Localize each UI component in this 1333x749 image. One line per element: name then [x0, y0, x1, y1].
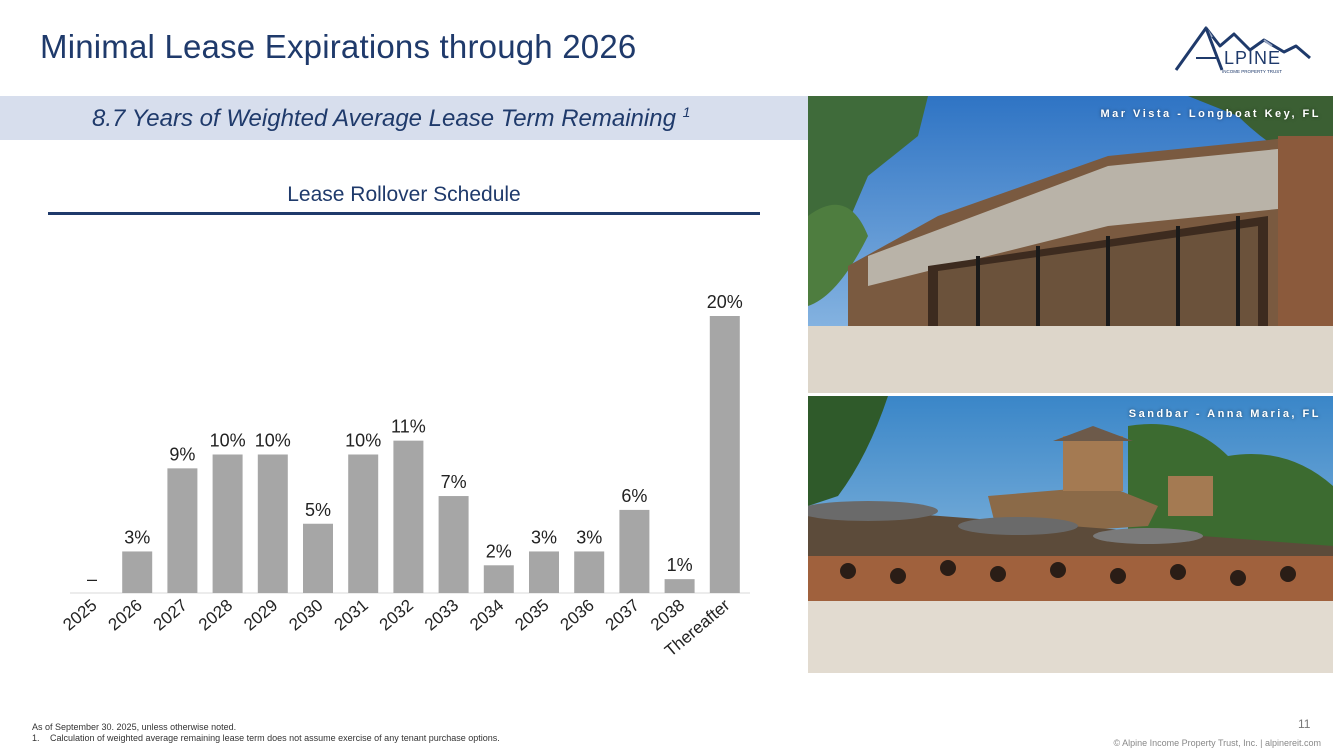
footnote-as-of: As of September 30. 2025, unless otherwi…	[32, 722, 237, 732]
bar-thereafter	[709, 316, 740, 593]
bar-2026	[122, 551, 153, 593]
bar-2036	[574, 551, 605, 593]
photo-caption-bottom: Sandbar - Anna Maria, FL	[1128, 408, 1321, 420]
page-number: 11	[1298, 717, 1311, 731]
data-label-2034: 2%	[486, 541, 512, 561]
data-label-2032: 11%	[391, 417, 426, 437]
tick-label-2034: 2034	[466, 596, 507, 635]
copyright: © Alpine Income Property Trust, Inc. | a…	[1113, 738, 1321, 748]
tick-label-2035: 2035	[511, 596, 552, 635]
footnote-1-text: Calculation of weighted average remainin…	[50, 733, 500, 743]
data-label-2031: 10%	[345, 431, 381, 451]
bar-2032	[393, 440, 424, 593]
data-label-2030: 5%	[305, 500, 331, 520]
bar-2027	[167, 468, 198, 593]
footnote-1: 1. Calculation of weighted average remain…	[32, 733, 500, 743]
tick-label-2036: 2036	[557, 596, 598, 635]
logo-wordmark: LPINE	[1224, 48, 1281, 68]
bar-2037	[619, 509, 650, 593]
bar-2035	[529, 551, 559, 593]
bar-2031	[348, 454, 379, 593]
bar-2030	[303, 523, 333, 593]
logo-tagline: INCOME PROPERTY TRUST	[1222, 69, 1282, 74]
alpine-logo: LPINE INCOME PROPERTY TRUST	[1174, 26, 1311, 74]
footnote-1-number: 1.	[32, 733, 40, 743]
data-label-2033: 7%	[441, 472, 467, 492]
footnote-mark: 1	[682, 104, 691, 120]
chart-title: Lease Rollover Schedule	[287, 183, 521, 206]
data-label-2037: 6%	[621, 486, 647, 506]
page-title: Minimal Lease Expirations through 2026	[40, 28, 637, 65]
restaurant-photo-icon	[808, 96, 1333, 393]
photo-mar-vista: Mar Vista - Longboat Key, FL	[808, 96, 1333, 393]
data-label-2027: 9%	[169, 444, 195, 464]
photo-caption-top: Mar Vista - Longboat Key, FL	[1100, 108, 1321, 120]
data-label-2038: 1%	[667, 555, 693, 575]
data-label-2026: 3%	[124, 527, 150, 547]
subtitle-band	[0, 96, 808, 140]
tick-label-2030: 2030	[285, 596, 326, 635]
tick-label-2025: 2025	[59, 596, 100, 635]
data-label-2036: 3%	[576, 527, 602, 547]
data-label-2029: 10%	[255, 431, 291, 451]
subtitle-text: 8.7 Years of Weighted Average Lease Term…	[92, 105, 676, 132]
bar-2038	[664, 579, 695, 593]
tick-label-2027: 2027	[150, 596, 191, 635]
photo-sandbar: Sandbar - Anna Maria, FL	[808, 396, 1333, 673]
data-label-2035: 3%	[531, 527, 557, 547]
tick-label-2028: 2028	[195, 596, 236, 635]
data-label-2028: 10%	[210, 431, 246, 451]
tick-label-2026: 2026	[105, 596, 146, 635]
bar-2034	[483, 565, 514, 593]
beach-dining-photo-icon	[808, 396, 1333, 673]
chart-title-rule	[48, 212, 760, 215]
tick-label-2033: 2033	[421, 596, 462, 635]
tick-label-2037: 2037	[602, 596, 643, 635]
data-label-2025: –	[87, 569, 97, 589]
tick-label-2029: 2029	[240, 596, 281, 635]
subtitle: 8.7 Years of Weighted Average Lease Term…	[92, 104, 690, 133]
bar-2028	[212, 454, 243, 593]
tick-label-2031: 2031	[331, 596, 372, 635]
tick-label-2032: 2032	[376, 596, 417, 635]
bar-2033	[438, 496, 469, 593]
lease-rollover-chart: – 2025 3% 2026 9% 2027 10% 2028 10% 2029 5% 2030 10%…	[59, 292, 750, 660]
bar-2029	[257, 454, 288, 593]
data-label-thereafter: 20%	[707, 292, 743, 312]
